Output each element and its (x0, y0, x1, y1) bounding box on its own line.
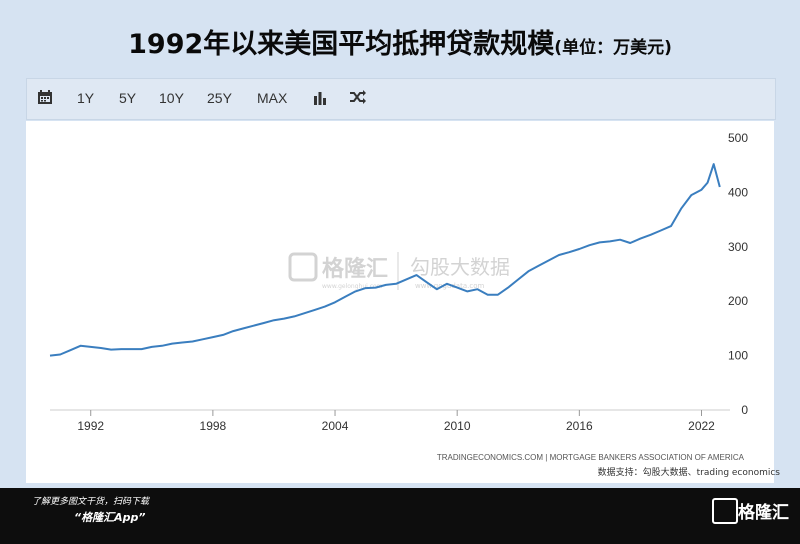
x-tick-label: 1998 (200, 419, 227, 433)
title-bar (0, 0, 800, 76)
y-tick-label: 400 (728, 185, 748, 199)
x-tick-label: 2016 (566, 419, 593, 433)
range-button-10y[interactable]: 10Y (159, 90, 184, 106)
title-main: 1992年以来美国平均抵押贷款规模 (128, 29, 555, 60)
y-tick-label: 200 (728, 294, 748, 308)
chart-toolbar: 1Y 5Y 10Y 25Y MAX (26, 78, 776, 120)
footer-logo-text: 格隆汇 (738, 503, 789, 523)
logo-icon (712, 498, 738, 524)
source-line1: TRADINGECONOMICS.COM | MORTGAGE BANKERS … (437, 453, 745, 462)
title-unit: (单位：万美元) (554, 38, 672, 58)
bar-chart-icon[interactable] (312, 90, 328, 106)
source-line2: 数据支持：勾股大数据、trading economics (598, 466, 781, 478)
chart-title: 1992年以来美国平均抵押贷款规模(单位：万美元) (0, 22, 800, 61)
x-tick-label: 2010 (444, 419, 471, 433)
range-button-25y[interactable]: 25Y (207, 90, 232, 106)
watermark-brand2-url: www.gogudata.com (415, 282, 484, 290)
watermark-logo-icon (288, 252, 318, 282)
y-tick-label: 0 (741, 403, 748, 417)
y-tick-label: 500 (728, 131, 748, 145)
y-tick-label: 300 (728, 240, 748, 254)
x-tick-label: 1992 (77, 419, 104, 433)
watermark-brand2: 勾股大数据 (410, 255, 510, 279)
shuffle-icon[interactable] (349, 89, 367, 105)
x-tick-label: 2004 (322, 419, 349, 433)
footer (0, 488, 800, 544)
calendar-icon[interactable] (37, 89, 53, 105)
watermark-brand1: 格隆汇 (322, 256, 388, 282)
range-button-max[interactable]: MAX (257, 90, 288, 106)
watermark-gelonghui: 格隆汇 www.gelonghui.com (288, 252, 388, 290)
series-line (49, 163, 721, 357)
watermark-gogudata: 勾股大数据 www.gogudata.com (397, 252, 510, 290)
watermark-brand1-url: www.gelonghui.com (322, 283, 383, 290)
range-button-5y[interactable]: 5Y (119, 90, 137, 106)
y-tick-label: 100 (728, 349, 748, 363)
range-button-1y[interactable]: 1Y (77, 90, 95, 106)
plot-panel (26, 121, 774, 483)
x-tick-label: 2022 (688, 419, 715, 433)
footer-app-name: “格隆汇App” (74, 511, 146, 524)
footer-download-hint: 了解更多图文干货，扫码下载 (32, 497, 150, 507)
